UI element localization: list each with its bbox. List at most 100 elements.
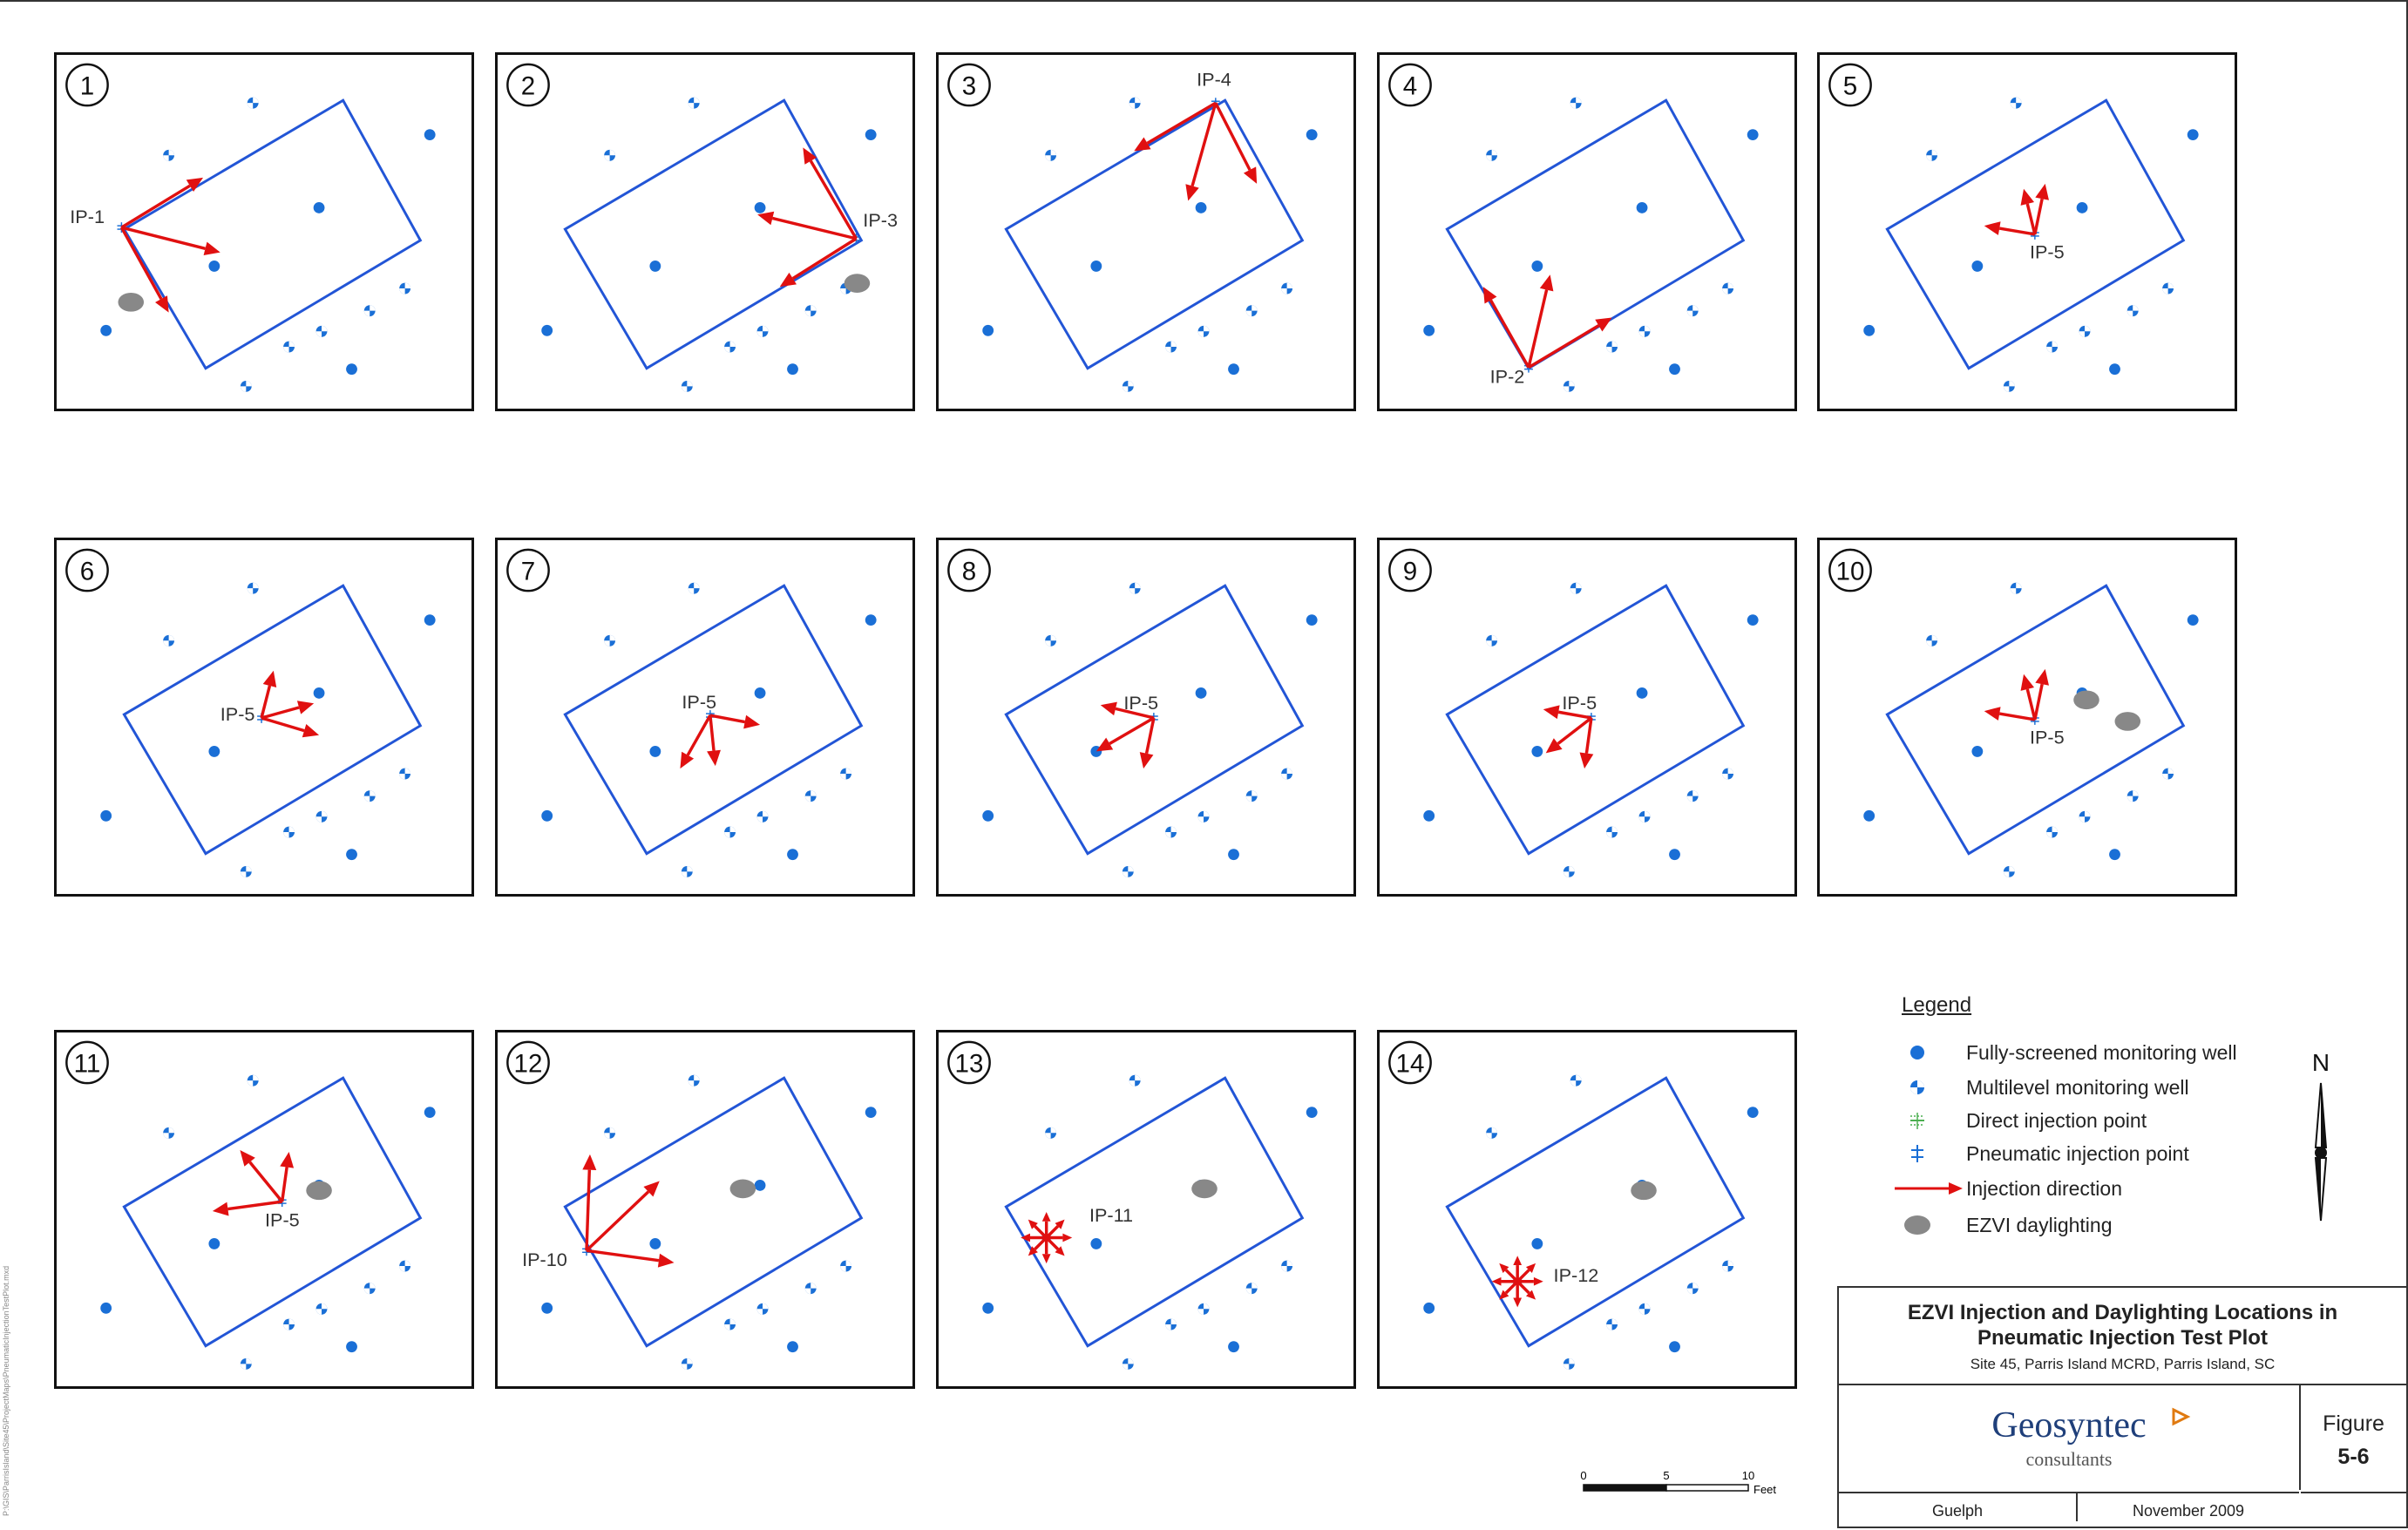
fully-screened-well-icon (313, 687, 325, 699)
injection-arrow (1185, 102, 1218, 201)
multilevel-well-icon (283, 1318, 295, 1330)
multilevel-well-icon (1570, 97, 1582, 109)
injection-arrow (261, 701, 315, 720)
company-logo: Geosyntec consultants (1839, 1385, 2301, 1490)
fully-screened-well-icon (649, 746, 661, 757)
injection-arrow (212, 1200, 282, 1216)
multilevel-well-icon (2162, 282, 2174, 294)
fully-screened-well-icon (1910, 1046, 1924, 1059)
multilevel-well-icon (2003, 865, 2015, 877)
legend-title: Legend (1902, 993, 1972, 1017)
map-panel-7: 7 IP-5 (495, 538, 915, 897)
multilevel-well-icon (688, 97, 700, 109)
fully-screened-well-icon (424, 614, 436, 626)
multilevel-well-icon (1486, 1127, 1498, 1139)
legend-item-fully-screened-well: Fully-screened monitoring well (1891, 1037, 2257, 1068)
legend-item-direct-injection: Direct injection point (1891, 1105, 2257, 1136)
fully-screened-well-icon (754, 1180, 766, 1191)
injection-arrow (1139, 717, 1156, 769)
multilevel-well-icon (804, 1283, 817, 1295)
map-panel-14: 14 IP-12 (1377, 1030, 1797, 1389)
panel-number-badge: 7 (506, 548, 550, 592)
fully-screened-well-icon (1863, 324, 1876, 336)
panel-number-badge: 14 (1388, 1040, 1432, 1085)
injection-point-label: IP-3 (863, 209, 898, 231)
multilevel-well-icon (315, 1303, 328, 1315)
fully-screened-well-icon (1228, 1341, 1239, 1353)
injection-arrow (1517, 1276, 1543, 1286)
fully-screened-well-icon (424, 1107, 436, 1119)
fully-screened-well-icon (346, 1341, 357, 1353)
panel-map-svg: 3 IP-4 (947, 63, 1318, 392)
multilevel-well-icon (1638, 325, 1651, 337)
multilevel-well-icon (2079, 810, 2091, 823)
fully-screened-well-icon (424, 129, 436, 141)
multilevel-well-icon (1045, 1127, 1057, 1139)
multilevel-well-icon (1722, 1260, 1734, 1272)
fully-screened-well-icon (1195, 202, 1207, 213)
fully-screened-well-icon (1669, 363, 1680, 376)
multilevel-well-icon (247, 1074, 259, 1087)
fully-screened-well-icon (1531, 746, 1543, 757)
fully-screened-well-icon (100, 324, 112, 336)
multilevel-well-icon (1606, 1318, 1618, 1330)
panel-number: 8 (962, 557, 976, 586)
injection-arrow (1214, 102, 1258, 184)
scale-unit: Feet (1753, 1483, 1776, 1496)
fully-screened-well-icon (541, 1302, 553, 1314)
map-panel-2: 2 IP-3 (495, 52, 915, 411)
multilevel-well-icon (1129, 582, 1141, 594)
injection-arrow (1513, 1256, 1523, 1282)
daylighting-icon (2114, 712, 2141, 731)
fully-screened-well-icon (982, 1302, 994, 1314)
fully-screened-well-icon (1863, 809, 1876, 822)
fully-screened-well-icon (1531, 1238, 1543, 1249)
multilevel-well-icon (315, 810, 328, 823)
panel-map-svg: 13 IP-11 (947, 1040, 1318, 1370)
map-panel-1: 1 IP-1 (54, 52, 474, 411)
map-panel-11: 11 IP-5 (54, 1030, 474, 1389)
panel-number-badge: 6 (65, 548, 109, 592)
panel-map-svg: 14 IP-12 (1388, 1040, 1759, 1370)
daylighting-icon (1631, 1181, 1657, 1201)
injection-point-label: IP-5 (682, 691, 716, 713)
multilevel-well-icon (1281, 282, 1293, 294)
injection-arrow (1527, 274, 1554, 369)
multilevel-well-icon (1910, 1080, 1924, 1094)
fully-screened-well-icon (1971, 261, 1984, 272)
title-block: EZVI Injection and Daylighting Locations… (1837, 1286, 2408, 1528)
injection-arrow (585, 1181, 660, 1252)
injection-arrow (1499, 1263, 1519, 1283)
fully-screened-well-icon (787, 849, 798, 861)
fully-screened-well-icon (1669, 1341, 1680, 1353)
injection-point-label: IP-12 (1554, 1264, 1599, 1286)
figure-date: November 2009 (2132, 1502, 2245, 1520)
multilevel-well-icon (1926, 634, 1938, 647)
injection-arrow (1041, 1237, 1051, 1264)
fully-screened-well-icon (754, 202, 766, 213)
injection-arrow (1984, 221, 2036, 236)
test-plot-outline (563, 584, 864, 856)
multilevel-well-icon (1563, 865, 1575, 877)
test-plot-outline (1445, 1076, 1746, 1348)
map-panel-6: 6 IP-5 (54, 538, 474, 897)
injection-arrow (261, 716, 320, 738)
injection-arrow (1491, 1276, 1518, 1286)
multilevel-well-icon (1686, 305, 1699, 317)
fully-screened-well-icon (1090, 261, 1102, 272)
fully-screened-well-icon (982, 324, 994, 336)
multilevel-well-icon (163, 149, 175, 161)
multilevel-well-icon (1606, 341, 1618, 353)
multilevel-well-icon (1563, 1357, 1575, 1370)
panel-number-badge: 12 (506, 1040, 550, 1085)
panel-map-svg: 2 IP-3 (506, 63, 898, 392)
injection-arrow (1046, 1233, 1073, 1242)
injection-point-label: IP-5 (220, 703, 255, 725)
multilevel-well-icon (804, 790, 817, 802)
panel-number: 2 (521, 71, 535, 100)
figure-number-box: Figure 5-6 (2301, 1385, 2406, 1490)
multilevel-well-icon (756, 325, 769, 337)
multilevel-well-icon (1129, 1074, 1141, 1087)
map-panel-8: 8 IP-5 (936, 538, 1356, 897)
